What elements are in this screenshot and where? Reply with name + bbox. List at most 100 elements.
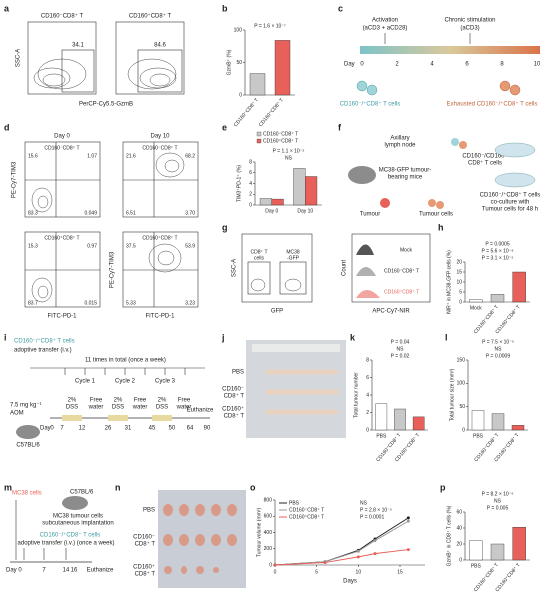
hist-label: CD160⁻CD8⁺ T [384,268,419,274]
cycle: Cycle 2 [115,379,136,385]
plot-frame [24,231,101,308]
gate [61,49,95,93]
y-tick-label: 40 [456,525,462,531]
y-tick-label: 5 [459,289,462,295]
panel-letter: k [350,332,356,342]
annotation: P = 0.04 [391,339,410,345]
y-tick-label: 0 [269,562,272,568]
y-axis-label: Total tumour number [353,372,359,418]
label: CD160⁻/CD160⁺ [462,153,507,160]
bar [305,176,318,206]
panel-letter: d [4,122,10,132]
cell-label: Exhausted CD160⁻/⁺CD8⁺ T cells [447,101,538,108]
bar [490,294,505,303]
row-label: PBS [232,370,244,376]
row-title: CD160⁻CD8⁺ T [142,145,177,151]
dss [152,415,172,421]
cell [366,84,378,96]
label: Euthanize [87,568,114,574]
step: Activation [372,18,398,24]
cycle: Cycle 1 [75,379,96,385]
legend-swatch [256,131,262,137]
contour [157,250,175,266]
day: 4 [430,62,434,68]
panel-letter: g [222,222,228,232]
gate [247,261,271,295]
x-tick-label: CD160⁻CD8⁺ T [233,97,260,128]
panel-i: CD160⁻/⁺CD8⁺ T cells adoptive transfer (… [10,338,214,449]
contour [37,285,49,299]
bar [412,416,425,431]
day: 6 [465,62,469,68]
y-axis-label: Tumour volume (mm³) [256,508,262,558]
panel-letter: p [440,482,446,492]
contour [149,73,171,87]
day: 50 [169,426,176,432]
panel-c: Activation (aCD3 + aCD28) Chronic stimul… [340,18,541,108]
y-axis-label: NIR⁺ in MC38-GFP cells (%) [446,250,452,314]
day-label: Day [40,426,51,432]
row-title: CD160⁺CD8⁺ T [44,235,79,241]
phase: 2% [114,398,123,404]
label: Tumour [360,212,380,218]
marker [406,519,410,523]
contour [250,278,266,292]
y-axis-label: GzmB⁺ (%) [226,49,232,75]
quadrant-value: 83.7 [28,300,38,306]
step: (aCD3) [460,26,479,32]
day: 2 [395,62,399,68]
contour [284,278,302,292]
hist-label: CD160⁺CD8⁺ T [384,289,419,295]
mouse [348,166,376,184]
phase: Free [134,398,147,404]
label: Tumour cells for 48 h [482,207,538,213]
timeline-bar [360,46,540,54]
row-label: CD160⁻ [222,387,244,393]
contour [37,195,49,209]
row-label: CD160⁻ [133,535,155,541]
bar [469,540,483,561]
annotation: P = 0.0005 [485,241,509,247]
day: 64 [187,426,194,432]
quadrant-value: 6.51 [126,210,136,216]
annotation: P = 0.005 [487,505,509,511]
bar [274,40,291,96]
x-tick-label: 0 [274,569,277,575]
row-title: CD160⁻CD8⁺ T [44,145,79,151]
label: CD160⁻/⁺CD8⁺ T cells [480,192,541,199]
annotation: P = 1.1 × 10⁻⁵ [273,148,305,154]
y-tick-label: 150 [457,357,466,363]
gate-label: CD8⁺ T [251,249,268,255]
line [274,520,409,566]
panel-letter: b [222,3,228,13]
y-tick-label: 60 [456,509,462,515]
marker [356,549,360,553]
y-tick-label: 10 [456,279,462,285]
phase: water [176,405,192,411]
cell [509,84,521,96]
axis-label: PE-Cy7-TIM3 [12,161,18,198]
y-tick-label: 200 [264,546,273,552]
quadrant-value: 53.9 [185,243,195,249]
legend-swatch [256,138,262,144]
histogram [356,244,374,255]
x-tick-label: 10 [356,569,362,575]
label: C57BL/6 [16,443,40,449]
row-label: CD160⁺ [222,406,244,413]
legend-label: CD160⁻CD8⁺ T [289,507,324,513]
label: MC38-GFP tumour- [379,168,432,174]
histogram [356,290,380,298]
cell [499,80,511,92]
cell [356,80,368,92]
day-label: Day [344,62,355,68]
dss [62,415,82,421]
plot-frame [241,233,313,303]
panel-letter: c [338,3,343,13]
annotation: P = 1.6 × 10⁻⁷ [254,23,286,29]
day: 7 [42,568,46,574]
day: 8 [500,62,504,68]
day: 12 [79,426,86,432]
contour [42,73,66,87]
label: C57BL/6 [70,490,94,496]
annotation: NS [494,498,502,504]
